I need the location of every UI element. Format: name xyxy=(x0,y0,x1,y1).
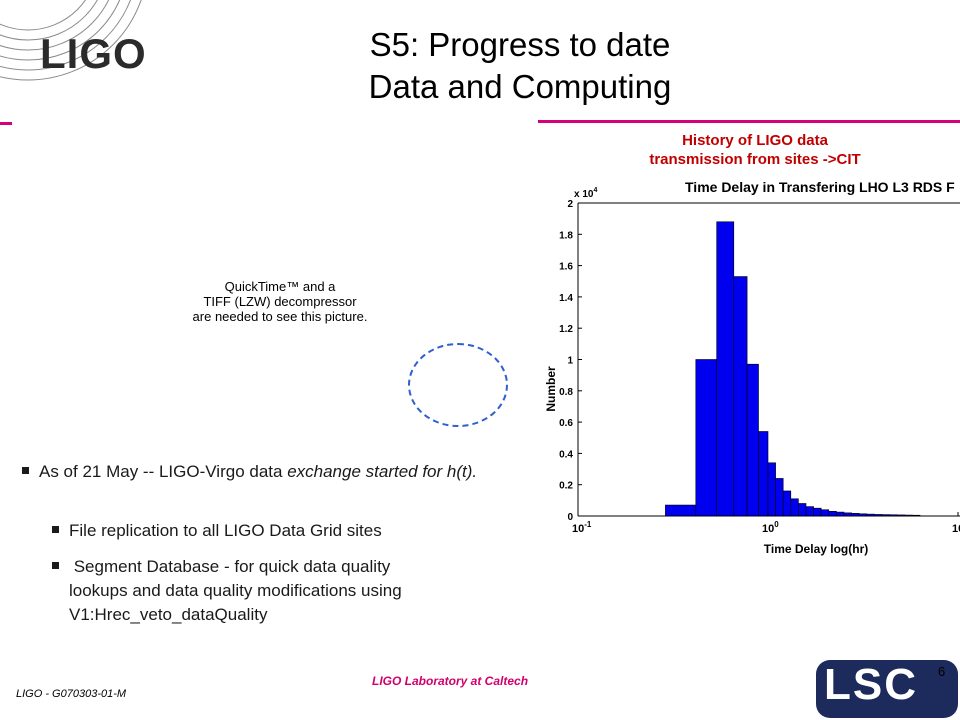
y-tick-label: 0.4 xyxy=(559,449,573,460)
histogram-bar xyxy=(828,511,837,517)
chart-caption-line-2: transmission from sites ->CIT xyxy=(649,151,861,168)
bullet-3-line-2: lookups and data quality modifications u… xyxy=(69,581,402,600)
histogram-bar xyxy=(716,221,735,517)
bullet-1-italic: exchange started for h(t). xyxy=(287,462,478,481)
x-tick-label: 100 xyxy=(762,520,779,535)
bullet-1-text: As of 21 May -- LIGO-Virgo data xyxy=(39,462,288,481)
y-tick-label: 1.8 xyxy=(559,230,573,241)
histogram-bar xyxy=(820,509,830,517)
y-scale-exp: 4 xyxy=(593,187,597,194)
bullet-ligo-virgo-exchange: As of 21 May -- LIGO-Virgo data exchange… xyxy=(22,460,522,484)
bullet-3-line-3: V1:Hrec_veto_dataQuality xyxy=(69,605,268,624)
accent-rule-left xyxy=(0,122,12,125)
histogram-bar xyxy=(758,431,769,517)
y-axis-label: Number xyxy=(544,366,558,412)
histogram-bar xyxy=(695,359,718,517)
lsc-logo-text: LSC xyxy=(824,660,918,709)
footer-document-id: LIGO - G070303-01-M xyxy=(16,688,127,700)
lsc-logo xyxy=(816,660,958,718)
title-line-1: S5: Progress to date xyxy=(369,26,671,63)
y-tick-label: 0.6 xyxy=(559,418,573,429)
time-delay-histogram: Time Delay in Transfering LHO L3 RDS F x… xyxy=(544,179,960,556)
accent-rule-right xyxy=(538,120,960,123)
bullet-3-line-1: Segment Database - for quick data qualit… xyxy=(69,557,391,576)
histogram-bar xyxy=(836,511,845,517)
y-tick-label: 1.6 xyxy=(559,262,573,273)
x-axis-label: Time Delay log(hr) xyxy=(764,542,868,556)
histogram-bar xyxy=(733,276,748,517)
chart-caption: History of LIGO data transmission from s… xyxy=(600,131,910,169)
y-tick-label: 0.2 xyxy=(559,481,573,492)
histogram-bar xyxy=(790,498,799,517)
slide-title: S5: Progress to date Data and Computing xyxy=(260,24,780,108)
histogram-bar xyxy=(665,504,697,517)
quicktime-line-1: QuickTime™ and a xyxy=(224,279,336,294)
y-scale-note: x 104 xyxy=(574,187,597,200)
histogram-bar xyxy=(775,478,784,517)
quicktime-line-2: TIFF (LZW) decompressor xyxy=(203,294,357,309)
histogram-bar xyxy=(767,462,776,517)
histogram-bar xyxy=(746,363,759,517)
axis-ticks: 0 0.2 0.4 0.6 0.8 1 1.2 1.4 1.6 1.8 2 10-1 100 101 xyxy=(559,199,960,535)
ligo-logo: LIGO xyxy=(40,30,147,77)
footer-lab-name: LIGO Laboratory at Caltech xyxy=(372,674,529,688)
bullet-marker xyxy=(52,526,59,534)
x-tick-label: 101 xyxy=(952,520,960,535)
y-tick-label: 1.2 xyxy=(559,324,573,335)
bullet-2-text: File replication to all LIGO Data Grid s… xyxy=(69,521,382,540)
chart-caption-line-1: History of LIGO data xyxy=(682,132,828,149)
bullet-marker xyxy=(52,562,59,570)
x-tick-label: 10-1 xyxy=(572,520,592,535)
title-line-2: Data and Computing xyxy=(368,68,672,105)
y-tick-label: 2 xyxy=(567,199,573,210)
y-tick-label: 1.4 xyxy=(559,293,573,304)
page-number: 6 xyxy=(938,664,946,679)
quicktime-placeholder: QuickTime™ and a TIFF (LZW) decompressor… xyxy=(150,279,410,324)
histogram-bar xyxy=(798,503,807,517)
histogram-bars xyxy=(665,221,921,517)
quicktime-line-3: are needed to see this picture. xyxy=(192,309,368,324)
chart-title: Time Delay in Transfering LHO L3 RDS F xyxy=(685,179,955,195)
bullet-marker xyxy=(22,467,29,475)
y-tick-label: 0.8 xyxy=(559,387,573,398)
y-tick-label: 1 xyxy=(567,356,573,367)
bullet-file-replication: File replication to all LIGO Data Grid s… xyxy=(52,519,522,543)
histogram-bar xyxy=(813,507,822,517)
histogram-bar xyxy=(805,506,814,517)
y-tick-label: 0 xyxy=(567,512,573,523)
ligo-logo-arcs xyxy=(0,0,142,81)
histogram-bar xyxy=(782,490,792,517)
bullet-segment-database: Segment Database - for quick data qualit… xyxy=(52,555,512,627)
y-scale-base: x 10 xyxy=(574,189,594,200)
dashed-circle-annotation xyxy=(408,343,508,427)
